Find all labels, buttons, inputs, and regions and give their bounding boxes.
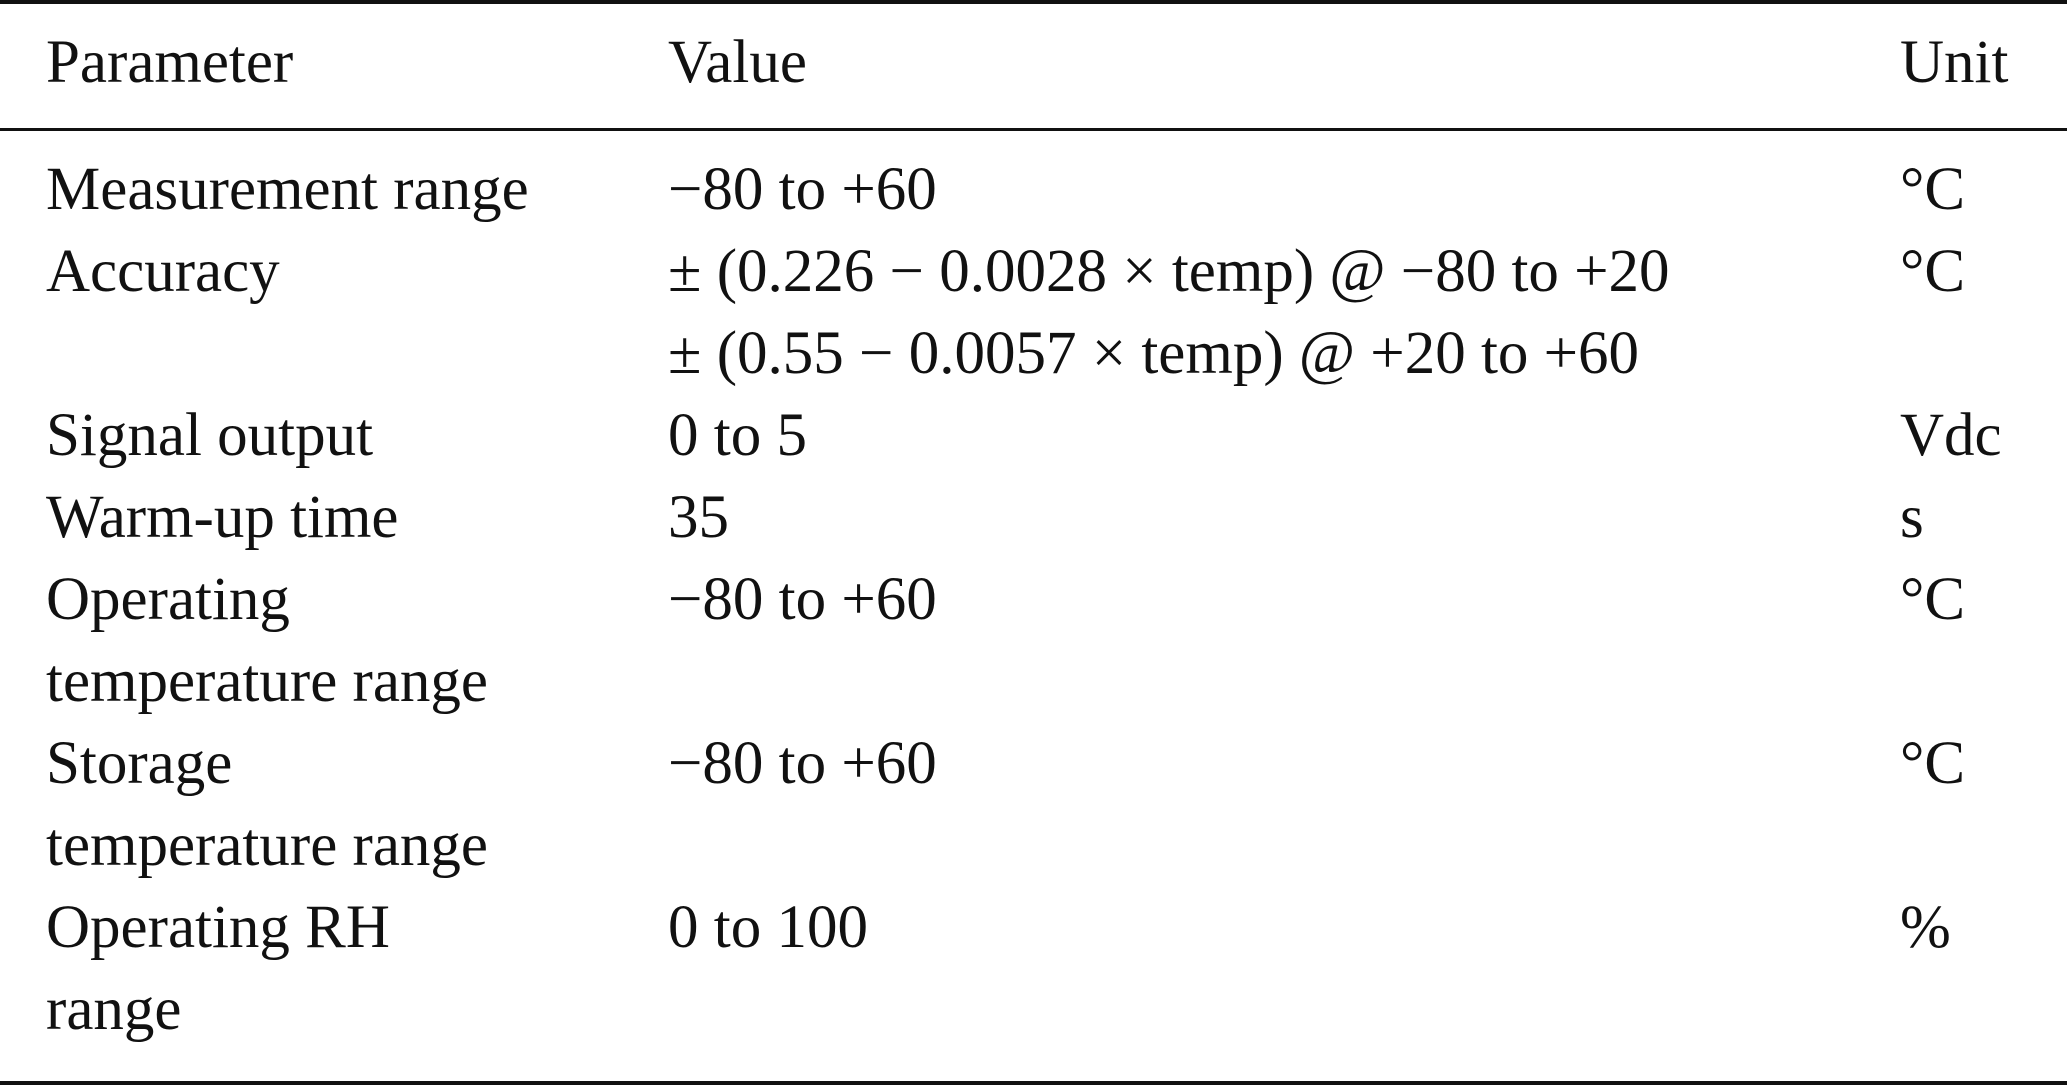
header-unit: Unit (1900, 29, 2009, 96)
row-accuracy-value-line2: ± (0.55 − 0.0057 × temp) @ +20 to +60 (668, 320, 1640, 387)
row-operating-temperature-parameter-line1: Operating (46, 566, 290, 633)
row-operating-temperature-value: −80 to +60 (668, 566, 937, 633)
header-value: Value (668, 29, 807, 96)
row-storage-temperature-parameter-line1: Storage (46, 730, 233, 797)
row-operating-temperature-parameter-line2: temperature range (46, 648, 488, 715)
row-operating-rh-parameter-line1: Operating RH (46, 894, 390, 961)
top-rule (0, 0, 2067, 4)
row-measurement-range-parameter: Measurement range (46, 156, 529, 223)
row-measurement-range-unit: °C (1900, 156, 1966, 223)
row-accuracy-unit: °C (1900, 238, 1966, 305)
row-signal-output-value: 0 to 5 (668, 402, 807, 469)
row-storage-temperature-value: −80 to +60 (668, 730, 937, 797)
row-signal-output-parameter: Signal output (46, 402, 374, 469)
row-operating-temperature-unit: °C (1900, 566, 1966, 633)
row-storage-temperature-unit: °C (1900, 730, 1966, 797)
row-operating-rh-value: 0 to 100 (668, 894, 868, 961)
row-storage-temperature-parameter-line2: temperature range (46, 812, 488, 879)
row-accuracy-parameter: Accuracy (46, 238, 280, 305)
header-parameter: Parameter (46, 29, 294, 96)
bottom-rule (0, 1081, 2067, 1085)
row-warm-up-time-parameter: Warm-up time (46, 484, 399, 551)
row-operating-rh-unit: % (1900, 894, 1951, 961)
row-operating-rh-parameter-line2: range (46, 976, 182, 1043)
header-rule (0, 128, 2067, 131)
row-warm-up-time-value: 35 (668, 484, 729, 551)
row-signal-output-unit: Vdc (1900, 402, 2002, 469)
row-warm-up-time-unit: s (1900, 484, 1924, 551)
row-measurement-range-value: −80 to +60 (668, 156, 937, 223)
row-accuracy-value-line1: ± (0.226 − 0.0028 × temp) @ −80 to +20 (668, 238, 1670, 305)
